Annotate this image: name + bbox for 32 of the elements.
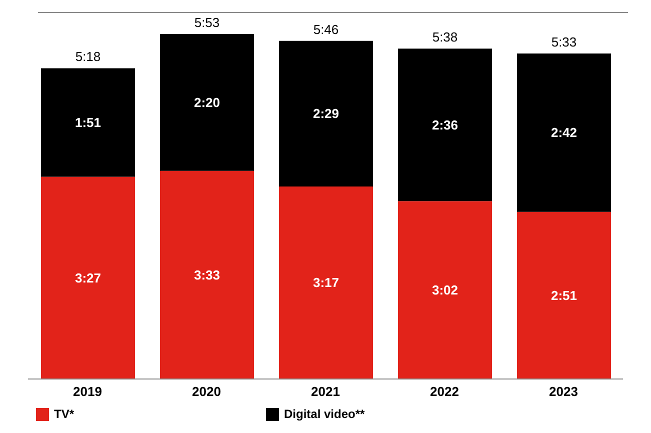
total-label: 5:33 <box>551 34 577 50</box>
total-label: 5:53 <box>194 15 220 30</box>
bar <box>517 212 611 379</box>
x-tick-label: 2023 <box>549 384 578 400</box>
bar <box>41 68 135 177</box>
bar <box>398 201 492 379</box>
bar <box>398 48 492 202</box>
x-tick-label: 2021 <box>311 384 340 400</box>
data-label: 3:02 <box>432 282 458 298</box>
data-label: 1:51 <box>74 114 102 130</box>
bar <box>279 186 373 379</box>
data-label: 3:17 <box>312 275 340 290</box>
bar <box>160 34 254 171</box>
data-label: 2:51 <box>550 288 578 303</box>
x-tick-label: 2022 <box>430 384 459 400</box>
data-label: 2:29 <box>312 106 340 122</box>
data-label: 2:36 <box>432 117 458 132</box>
legend-label: TV* <box>54 407 74 421</box>
data-label: 3:27 <box>74 270 102 286</box>
x-tick-label: 2019 <box>73 384 102 400</box>
data-label: 2:42 <box>550 125 578 140</box>
x-tick-label: 2020 <box>192 384 221 400</box>
data-label: 2:20 <box>194 94 220 110</box>
bar <box>160 170 254 379</box>
total-label: 5:18 <box>75 49 101 64</box>
legend-label: Digital video** <box>284 407 365 421</box>
bar <box>279 40 373 186</box>
total-label: 5:46 <box>313 22 339 37</box>
data-label: 3:33 <box>194 267 220 282</box>
bar <box>41 176 135 379</box>
bar <box>517 54 611 212</box>
total-label: 5:38 <box>432 30 458 45</box>
